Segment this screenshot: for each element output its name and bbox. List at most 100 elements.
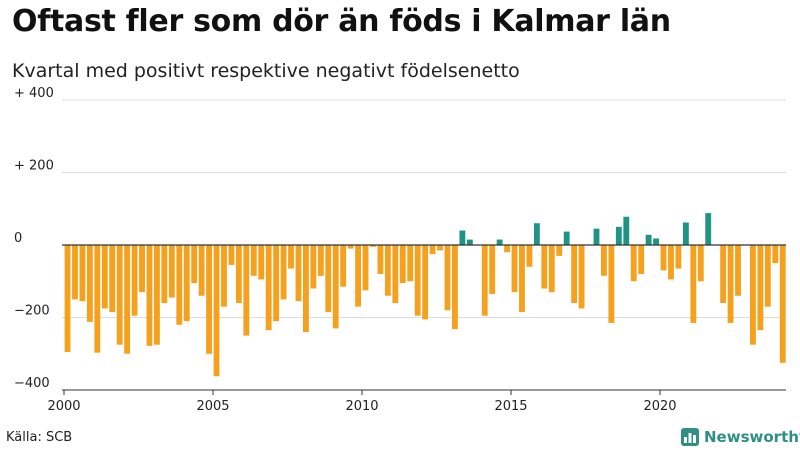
bar-negative xyxy=(154,245,160,345)
bar-negative xyxy=(429,245,436,255)
bar-negative xyxy=(273,245,280,322)
source-note: Källa: SCB xyxy=(6,430,73,445)
bar-negative xyxy=(198,245,205,296)
bar-negative xyxy=(392,245,399,303)
y-tick-label: + 400 xyxy=(14,86,54,101)
bar-positive xyxy=(593,228,600,245)
bar-negative xyxy=(94,245,101,353)
bar-negative xyxy=(519,245,525,313)
chart-subtitle: Kvartal med positivt respektive negativt… xyxy=(12,60,520,82)
bar-negative xyxy=(511,245,518,293)
bar-negative xyxy=(310,245,317,289)
bar-negative xyxy=(548,245,555,293)
bar-negative xyxy=(213,245,220,377)
bar-negative xyxy=(139,245,145,293)
bar-negative xyxy=(265,245,272,331)
bar-negative xyxy=(407,245,414,282)
bar-positive xyxy=(653,238,659,245)
bar-negative xyxy=(176,245,183,325)
bar-negative xyxy=(608,245,615,323)
bar-negative xyxy=(161,245,168,303)
bar-positive xyxy=(623,216,630,245)
bar-negative xyxy=(571,245,578,303)
bar-negative xyxy=(757,245,764,331)
bar-negative xyxy=(340,245,347,287)
bar-negative xyxy=(250,245,257,276)
bar-positive xyxy=(533,223,540,245)
bar-negative xyxy=(295,245,302,302)
axes: + 400 + 200 0 −200 −400 2000 2005 2010 2015 2020 xyxy=(14,86,786,414)
bar-positive xyxy=(459,230,466,245)
bar-negative xyxy=(131,245,138,316)
bar-negative xyxy=(347,245,354,249)
bar-negative xyxy=(124,245,131,354)
chart-title: Oftast fler som dör än föds i Kalmar län xyxy=(12,4,671,39)
bar-negative xyxy=(258,245,265,280)
y-tick-label: + 200 xyxy=(14,159,54,174)
bar-negative xyxy=(541,245,548,289)
bar-negative xyxy=(191,245,198,284)
bar-positive xyxy=(496,239,503,245)
bar-negative xyxy=(578,245,585,309)
bar-negative xyxy=(183,245,190,322)
bar-negative xyxy=(235,245,242,303)
bar-negative xyxy=(481,245,488,316)
bar-positive xyxy=(466,239,473,245)
x-tick-label: 2015 xyxy=(494,399,527,414)
bar-negative xyxy=(675,245,682,269)
bar-positive xyxy=(682,222,689,245)
bar-negative xyxy=(697,245,704,282)
bar-negative xyxy=(362,245,369,291)
bar-negative xyxy=(668,245,674,280)
bar-negative xyxy=(489,245,496,294)
bar-negative xyxy=(727,245,734,323)
bar-negative xyxy=(601,245,607,276)
bar-negative xyxy=(221,245,227,307)
bar-negative xyxy=(370,245,376,247)
bar-negative xyxy=(422,245,429,320)
bar-negative xyxy=(280,245,287,300)
brand-logo: Newsworthy xyxy=(681,428,800,446)
y-tick-label: −400 xyxy=(14,376,50,391)
bar-negative xyxy=(414,245,421,316)
bar-positive xyxy=(705,213,712,245)
bar-negative xyxy=(355,245,361,307)
x-tick-label: 2000 xyxy=(47,399,80,414)
newsworthy-logo-icon xyxy=(681,428,699,446)
bar-negative xyxy=(556,245,563,256)
bar-negative xyxy=(228,245,235,265)
bar-negative xyxy=(779,245,786,363)
bar-negative xyxy=(750,245,756,345)
bar-positive xyxy=(563,231,570,245)
x-tick-label: 2010 xyxy=(345,399,378,414)
bar-negative xyxy=(504,245,510,253)
bar-negative xyxy=(325,245,332,313)
x-tick-label: 2005 xyxy=(196,399,229,414)
bar-negative xyxy=(206,245,212,354)
x-tick-label: 2020 xyxy=(643,399,676,414)
brand-name: Newsworthy xyxy=(704,428,800,446)
bar-negative xyxy=(86,245,93,322)
bar-negative xyxy=(303,245,309,332)
bar-negative xyxy=(116,245,123,345)
bar-negative xyxy=(109,245,116,313)
bar-negative xyxy=(772,245,779,264)
bar-negative xyxy=(720,245,727,303)
y-tick-label: 0 xyxy=(14,231,22,246)
bar-negative xyxy=(764,245,771,307)
bar-positive xyxy=(615,226,622,245)
bar-negative xyxy=(317,245,324,276)
bar-negative xyxy=(660,245,667,271)
bar-negative xyxy=(630,245,637,282)
bar-negative xyxy=(64,245,71,352)
bar-negative xyxy=(288,245,294,269)
bar-negative xyxy=(101,245,108,309)
bar-negative xyxy=(444,245,451,311)
bar-negative xyxy=(79,245,86,302)
bar-negative xyxy=(638,245,645,274)
bar-negative xyxy=(452,245,458,330)
y-tick-label: −200 xyxy=(14,304,50,319)
bars xyxy=(64,213,786,377)
bar-positive xyxy=(645,234,652,245)
